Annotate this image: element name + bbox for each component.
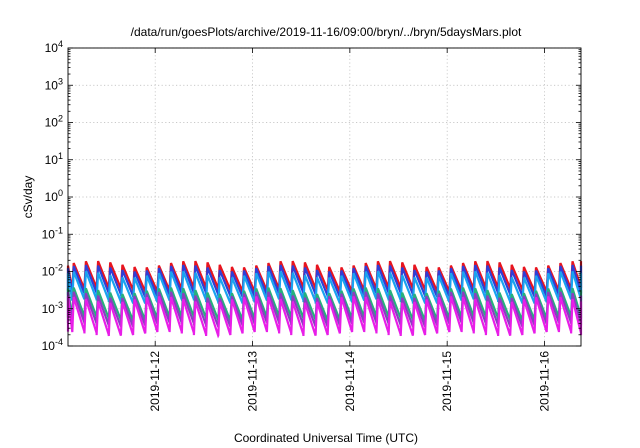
- y-tick-labels: 104 103 102 101 100 10-1 10-2 10-3 10-4: [42, 39, 63, 353]
- y-tick-label-0: 104: [45, 39, 63, 55]
- y-tick-label-3: 101: [45, 151, 63, 167]
- x-tick-label-1: 2019-11-13: [246, 351, 260, 412]
- x-axis-label: Coordinated Universal Time (UTC): [234, 431, 418, 445]
- y-tick-label-6: 10-2: [42, 263, 63, 279]
- plot-frame: [67, 47, 582, 347]
- x-tick-label-0: 2019-11-12: [148, 351, 162, 412]
- y-tick-label-8: 10-4: [42, 337, 63, 353]
- series-line-6: [66, 296, 583, 339]
- y-tick-label-4: 100: [45, 188, 63, 204]
- y-axis-label: cSv/day: [21, 176, 35, 219]
- y-tick-label-1: 103: [45, 76, 63, 92]
- series-layer: [66, 260, 583, 339]
- y-tick-label-5: 10-1: [42, 225, 63, 241]
- y-tick-label-7: 10-3: [42, 300, 63, 316]
- x-tick-labels: 2019-11-12 2019-11-13 2019-11-14 2019-11-15…: [148, 351, 551, 412]
- x-tick-label-2: 2019-11-14: [343, 351, 357, 412]
- y-tick-label-2: 102: [45, 114, 63, 130]
- x-tick-label-4: 2019-11-16: [538, 351, 552, 412]
- chart-title: /data/run/goesPlots/archive/2019-11-16/0…: [131, 25, 522, 39]
- x-tick-label-3: 2019-11-15: [440, 351, 454, 412]
